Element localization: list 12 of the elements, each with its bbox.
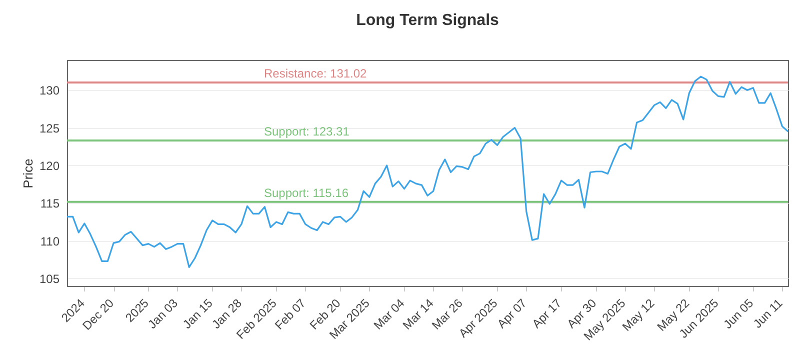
y-tick-label: 120 [39, 158, 60, 173]
y-tick-label: 125 [39, 121, 60, 136]
y-tick-label: 105 [39, 272, 60, 286]
y-tick-label: 130 [39, 84, 60, 98]
y-tick-label: 110 [40, 234, 60, 248]
ref-line-label: Support: 115.16 [264, 186, 349, 200]
ref-line-label: Support: 123.31 [264, 124, 350, 139]
x-tick-label: Apr 17 [529, 296, 564, 331]
ref-line-label: Resistance: 131.02 [264, 66, 368, 80]
chart-title: Long Term Signals [356, 12, 500, 29]
y-axis-title: Price [20, 158, 36, 188]
y-tick-label: 115 [40, 196, 60, 211]
